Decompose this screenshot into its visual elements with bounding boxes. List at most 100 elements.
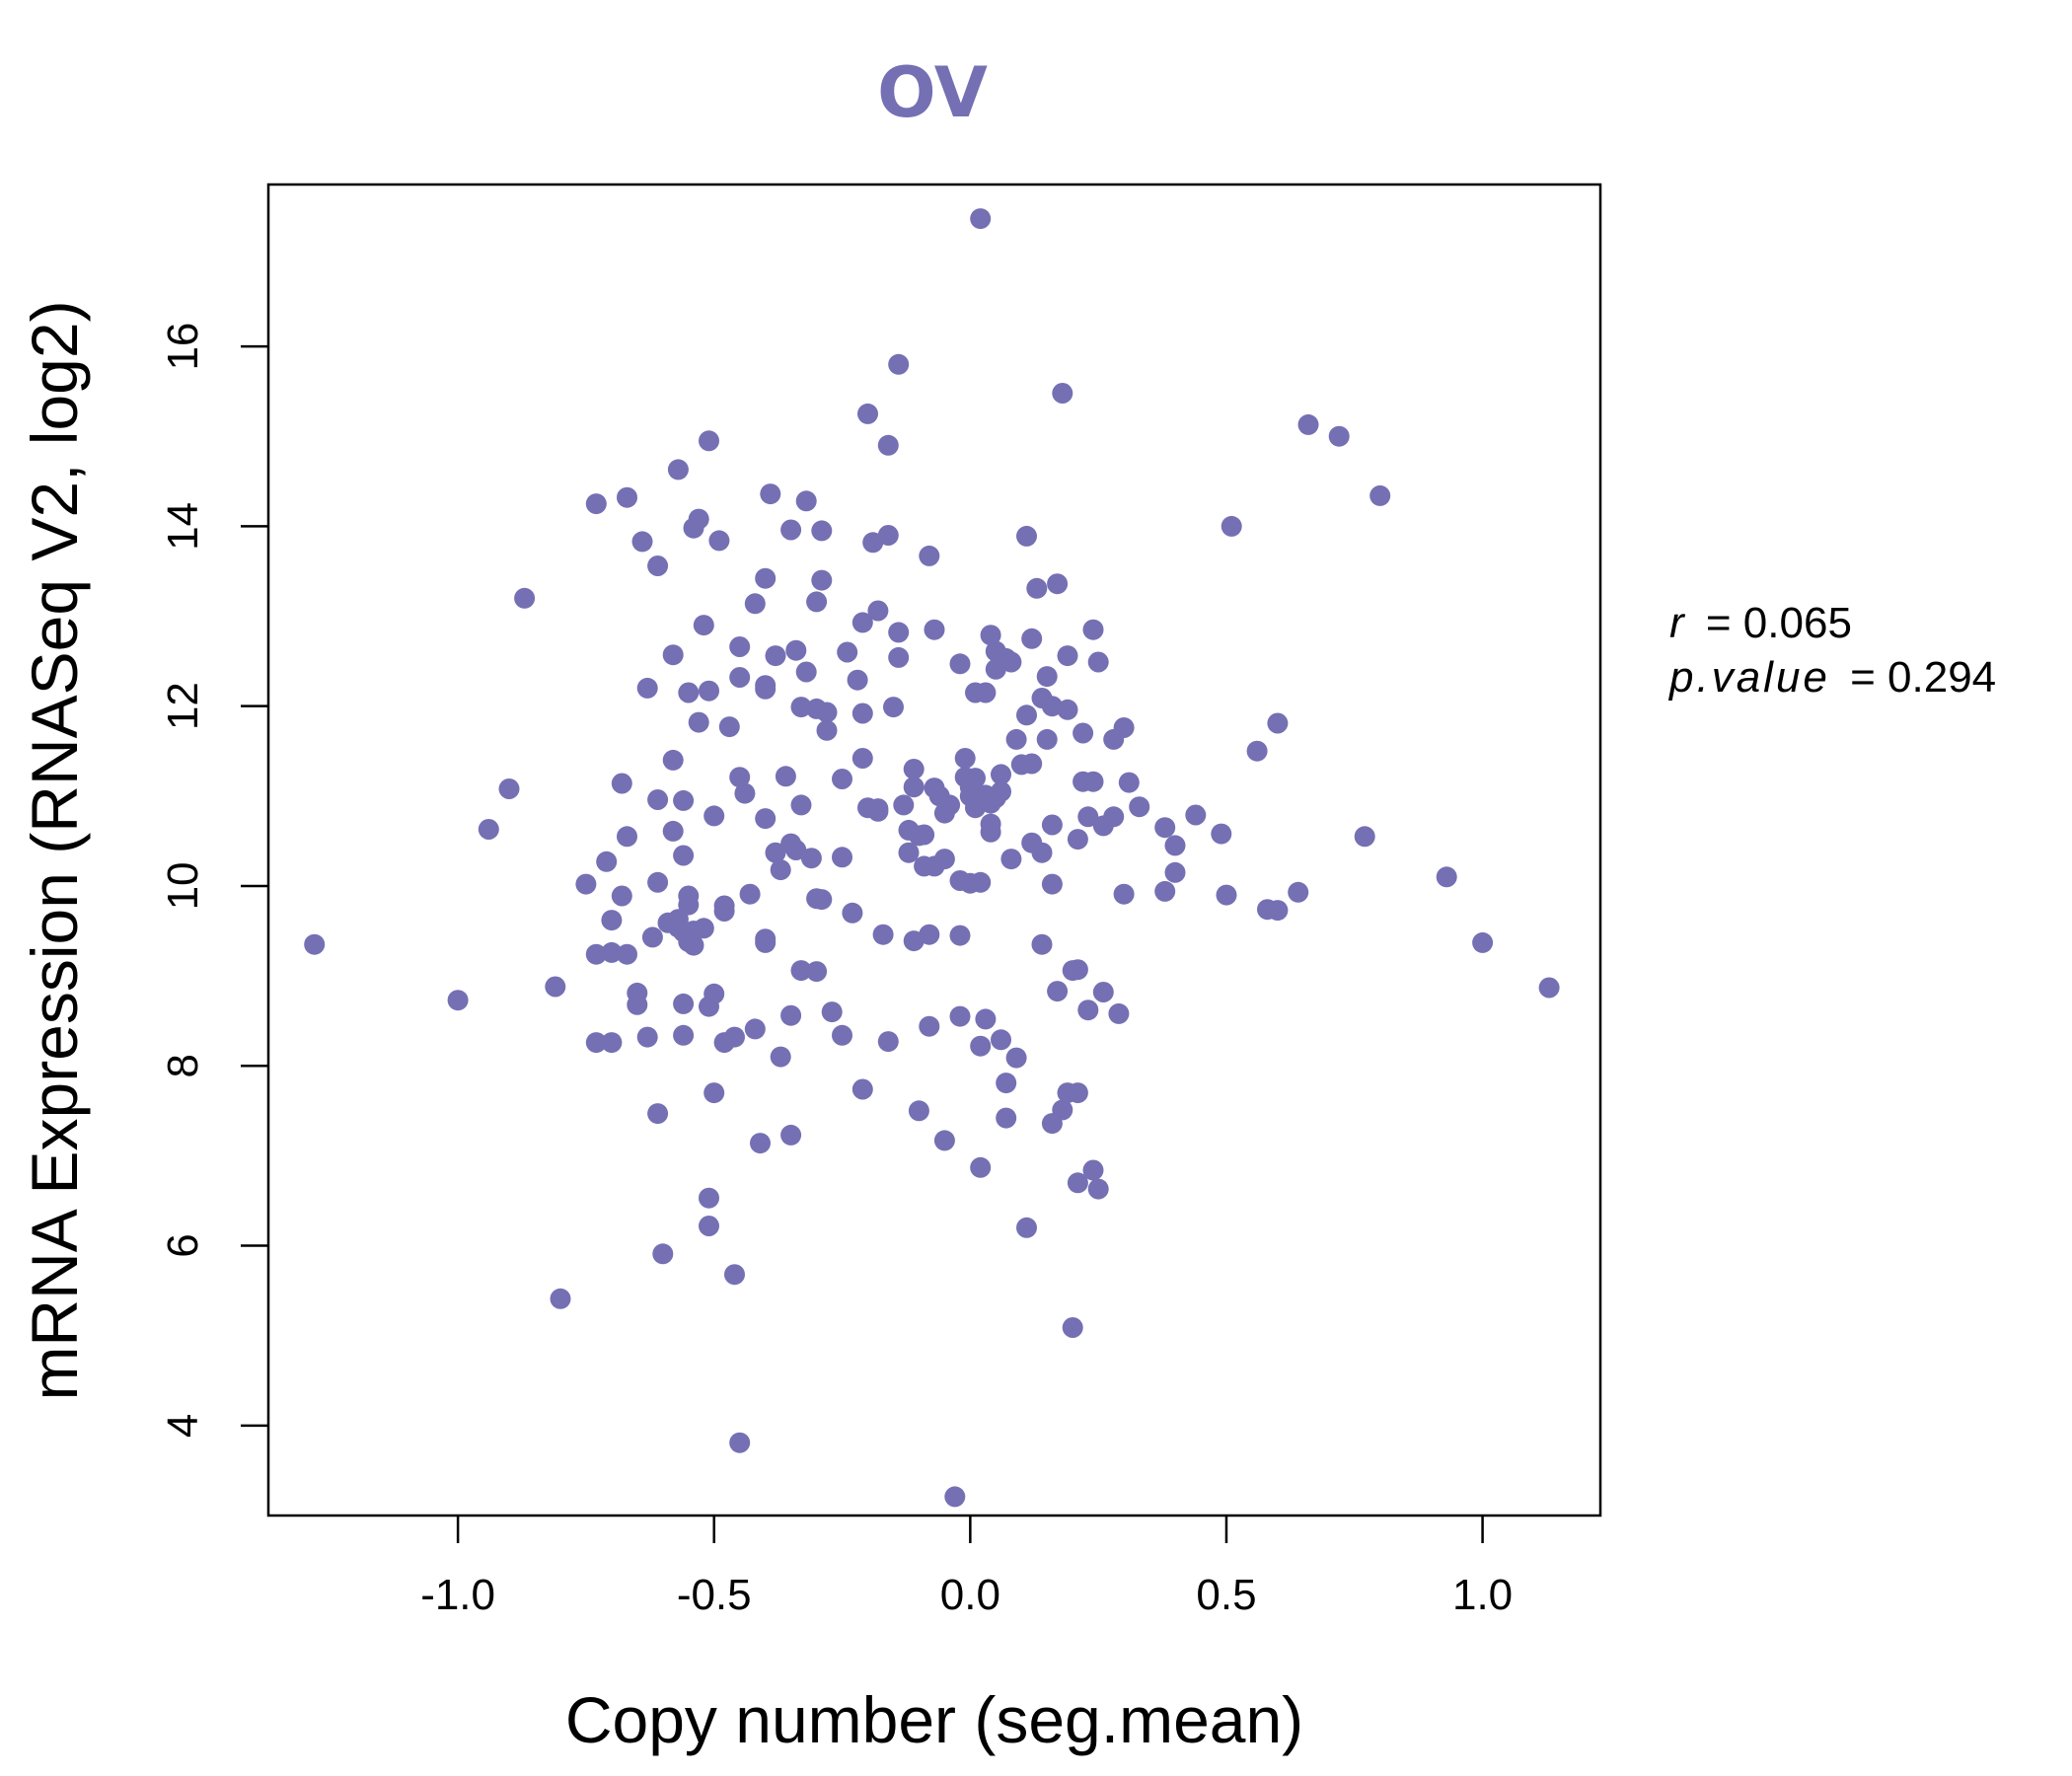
- data-point: [919, 545, 940, 566]
- data-point: [944, 1486, 966, 1508]
- data-point: [851, 703, 873, 724]
- data-point: [760, 483, 781, 505]
- data-point: [867, 798, 889, 820]
- data-point: [1067, 1082, 1088, 1104]
- data-point: [832, 769, 852, 789]
- data-point: [1164, 835, 1186, 856]
- r-value: = 0.065: [1706, 599, 1852, 647]
- data-point: [755, 928, 777, 950]
- data-point: [933, 849, 955, 870]
- data-point: [903, 759, 925, 779]
- data-point: [699, 680, 719, 702]
- data-point: [514, 587, 536, 609]
- data-point: [1047, 981, 1069, 1002]
- data-point: [631, 531, 653, 553]
- data-point: [304, 933, 326, 955]
- data-point: [1067, 1172, 1088, 1194]
- x-tick-label: 1.0: [1452, 1571, 1513, 1619]
- data-point: [1216, 884, 1237, 906]
- data-point: [755, 567, 777, 589]
- data-point: [1221, 515, 1242, 537]
- data-point: [975, 682, 997, 703]
- data-point: [847, 669, 868, 691]
- x-axis-label: Copy number (seg.mean): [565, 1683, 1303, 1756]
- data-point: [877, 434, 899, 456]
- data-point: [636, 677, 658, 699]
- data-point: [1118, 772, 1140, 793]
- data-point: [924, 619, 945, 640]
- data-point: [1077, 806, 1099, 828]
- data-point: [755, 675, 777, 697]
- x-tick-label: 0.0: [940, 1571, 1000, 1619]
- data-point: [975, 1008, 997, 1030]
- data-point: [991, 1029, 1011, 1051]
- data-point: [795, 661, 817, 683]
- data-point: [785, 840, 807, 860]
- data-point: [1103, 806, 1125, 828]
- data-point: [1082, 1159, 1104, 1181]
- plot-frame: [266, 183, 1602, 1517]
- data-point: [673, 1024, 695, 1046]
- data-point: [729, 767, 751, 788]
- chart-title: OV: [877, 52, 988, 133]
- data-point: [703, 983, 725, 1004]
- data-point: [1057, 699, 1078, 720]
- data-point: [867, 600, 889, 622]
- data-point: [1246, 740, 1268, 762]
- data-point: [447, 990, 469, 1011]
- data-point: [1154, 880, 1176, 902]
- data-point: [795, 490, 817, 512]
- data-point: [703, 805, 725, 827]
- data-point: [1113, 883, 1135, 905]
- data-point: [750, 1133, 771, 1154]
- data-point: [790, 960, 812, 982]
- data-point: [1036, 728, 1058, 750]
- data-point: [832, 1024, 852, 1046]
- data-point: [1021, 628, 1043, 649]
- data-point: [729, 667, 751, 688]
- data-point: [1016, 525, 1037, 547]
- data-point: [1016, 704, 1037, 726]
- data-point: [1288, 881, 1309, 903]
- data-point: [970, 871, 992, 893]
- data-point: [980, 821, 1001, 843]
- data-point: [991, 764, 1011, 785]
- data-point: [806, 961, 828, 983]
- data-point: [816, 719, 838, 741]
- data-point: [970, 1156, 992, 1178]
- data-point: [498, 778, 520, 799]
- data-point: [662, 749, 684, 771]
- data-point: [965, 768, 986, 789]
- data-point: [703, 1082, 725, 1104]
- data-point: [780, 1124, 802, 1146]
- data-point: [800, 848, 822, 869]
- data-point: [1000, 651, 1022, 673]
- data-point: [1005, 728, 1027, 750]
- data-point: [1092, 982, 1114, 1002]
- data-point: [585, 493, 607, 515]
- data-point: [811, 520, 833, 542]
- data-point: [1472, 931, 1494, 953]
- data-point: [1129, 796, 1150, 818]
- data-point: [851, 748, 873, 769]
- data-point: [647, 555, 669, 576]
- data-point: [883, 697, 904, 718]
- data-point: [908, 1100, 929, 1122]
- data-point: [903, 777, 925, 798]
- data-point: [617, 826, 637, 848]
- data-point: [851, 612, 873, 633]
- data-point: [601, 941, 623, 963]
- data-point: [585, 943, 607, 965]
- data-point: [611, 885, 632, 907]
- x-tick-label: -0.5: [677, 1571, 752, 1619]
- data-point: [1073, 722, 1094, 744]
- data-point: [688, 711, 709, 733]
- y-tick-label: 4: [159, 1414, 207, 1438]
- data-point: [765, 842, 786, 863]
- p-annotation: p.value = 0.294: [1667, 653, 1996, 702]
- data-point: [739, 883, 761, 905]
- y-tick-label: 16: [159, 323, 207, 371]
- data-point: [1354, 826, 1375, 848]
- data-point: [585, 1032, 607, 1054]
- data-point: [724, 1264, 745, 1286]
